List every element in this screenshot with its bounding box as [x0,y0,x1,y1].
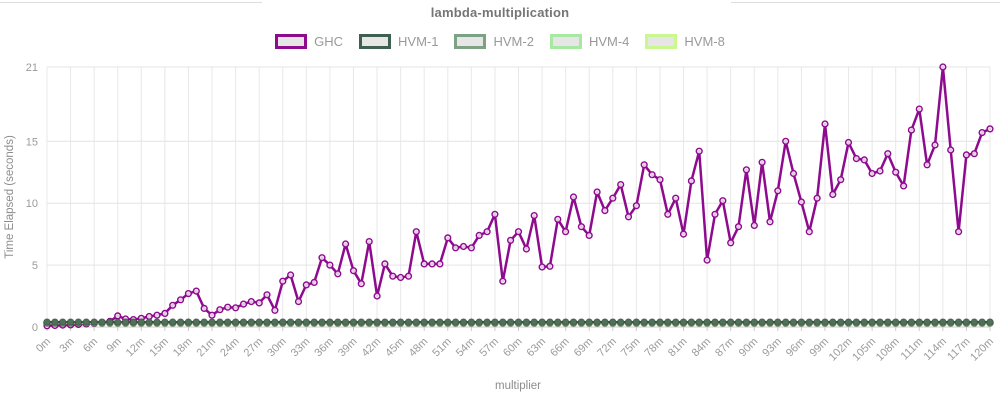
x-tick-label: 120m [968,336,996,364]
x-tick-label: 27m [242,336,266,360]
x-tick-label: 75m [619,336,643,360]
x-tick-label: 102m [827,336,855,364]
x-tick-label: 111m [899,336,926,363]
x-tick-label: 108m [874,336,902,364]
chart-title: lambda-multiplication [430,5,570,20]
data-series-layer [43,63,994,330]
y-tick-label: 10 [26,198,38,210]
x-tick-label: 90m [737,336,761,360]
legend-item-hvm-8[interactable]: HVM-8 [645,34,725,49]
x-tick-label: 57m [477,336,501,360]
x-tick-label: 93m [760,336,784,360]
x-tick-label: 24m [218,336,242,360]
x-tick-label: 9m [105,336,124,355]
x-tick-label: 39m [336,336,360,360]
y-tick-label: 21 [26,62,38,74]
x-tick-label: 6m [81,336,100,355]
x-tick-label: 51m [430,336,454,360]
x-tick-label: 30m [265,336,289,360]
legend-label: HVM-1 [398,34,439,49]
x-tick-label: 84m [690,336,714,360]
y-tick-label: 0 [32,322,38,334]
x-tick-label: 0m [34,336,53,355]
x-tick-label: 96m [784,336,808,360]
x-tick-label: 81m [666,336,690,360]
x-tick-label: 54m [454,336,478,360]
legend-label: GHC [314,34,344,49]
x-tick-label: 3m [57,336,76,355]
x-axis-title: multiplier [495,380,541,392]
legend-item-hvm-4[interactable]: HVM-4 [549,34,630,49]
legend-label: HVM-2 [493,34,534,49]
y-tick-label: 15 [26,136,38,148]
x-tick-label: 21m [195,336,219,360]
x-tick-label: 105m [850,336,878,364]
x-tick-label: 45m [383,336,407,360]
legend-swatch [645,34,678,49]
x-tick-label: 18m [171,336,195,360]
legend-item-hvm-1[interactable]: HVM-1 [359,34,438,49]
chart-legend: GHC HVM-1 HVM-2 HVM-4 HVM-8 [0,34,1000,49]
x-tick-label: 12m [124,336,148,360]
legend-swatch [275,34,308,49]
x-tick-label: 15m [147,336,171,360]
y-axis-title: Time Elapsed (seconds) [4,135,16,259]
x-tick-label: 87m [713,336,737,360]
x-tick-label: 114m [922,336,949,363]
card-top-border-left [0,2,262,3]
x-tick-label: 66m [548,336,572,360]
y-tick-label: 5 [32,260,38,272]
legend-label: HVM-8 [684,34,725,49]
legend-swatch [359,34,392,49]
x-tick-label: 36m [312,336,336,360]
x-tick-label: 42m [360,336,384,360]
x-tick-label: 63m [525,336,549,360]
series-hvm-1 [43,318,994,326]
x-tick-label: 48m [407,336,431,360]
legend-swatch [549,34,582,49]
legend-swatch [454,34,487,49]
x-tick-label: 33m [289,336,313,360]
x-tick-label: 117m [945,336,972,363]
x-tick-label: 60m [501,336,525,360]
chart-plot: 0m 3m 6m 9m 12m 15m 18m 21m 24m 27m 30m 33m 36m 39m 42… [4,62,996,392]
x-tick-label: 72m [595,336,619,360]
x-tick-label: 78m [642,336,666,360]
card-top-border-right [731,2,1000,3]
legend-item-hvm-2[interactable]: HVM-2 [454,34,534,49]
x-tick-label: 69m [572,336,596,360]
legend-label: HVM-4 [588,34,630,49]
legend-item-ghc[interactable]: GHC [275,34,343,49]
